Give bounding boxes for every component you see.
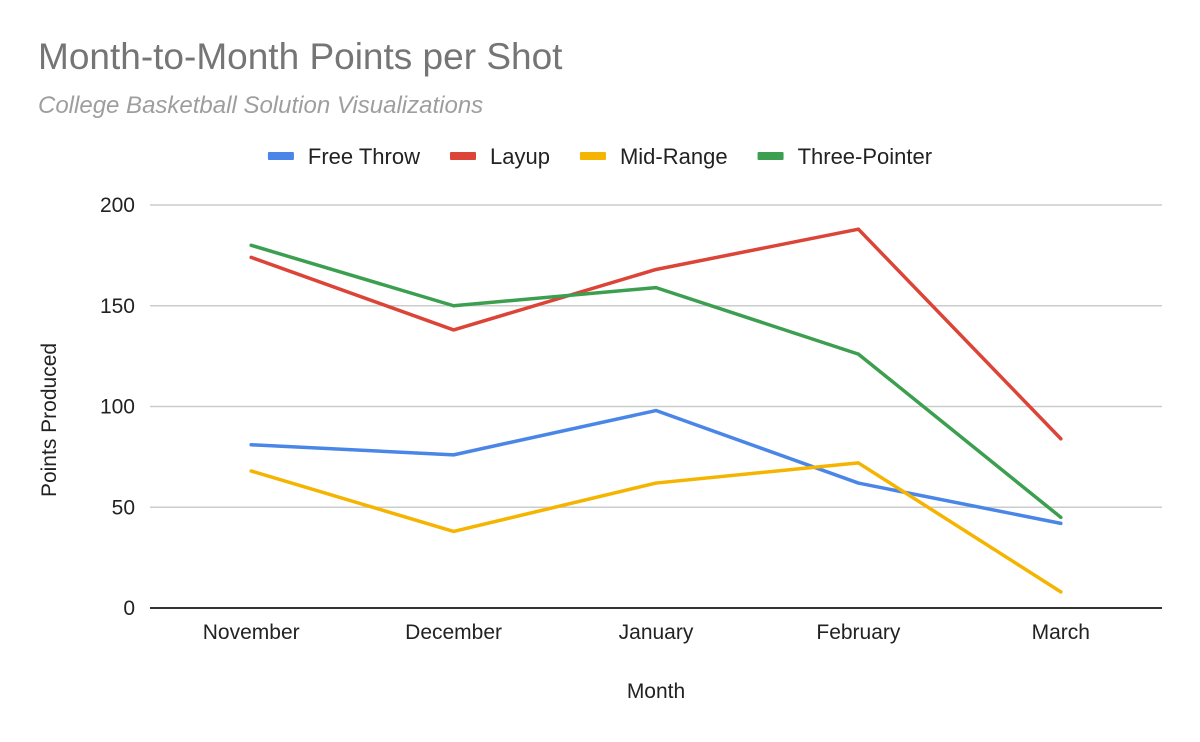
data-point-three-pointer-march: [1059, 515, 1063, 519]
y-axis-ticks: 0 50 100 150 200: [100, 194, 135, 620]
y-tick-label-50: 50: [112, 496, 135, 519]
legend-item-mid-range: Mid-Range: [579, 144, 728, 169]
legend-item-free-throw: Free Throw: [267, 144, 420, 169]
data-point-mid-range-january: [654, 481, 658, 485]
data-point-three-pointer-february: [856, 352, 861, 356]
data-point-mid-range-november: [249, 469, 253, 473]
legend-swatch-three-pointer: [757, 152, 784, 160]
x-axis-title: Month: [627, 680, 685, 703]
legend-label-free-throw: Free Throw: [308, 144, 420, 169]
y-tick-label-0: 0: [123, 597, 135, 620]
legend-item-layup: Layup: [450, 144, 550, 169]
x-tick-label-march: March: [1032, 621, 1090, 644]
data-point-free-throw-november: [249, 443, 253, 447]
x-tick-label-january: January: [619, 621, 694, 644]
data-point-layup-november: [249, 255, 253, 259]
data-point-free-throw-january: [654, 408, 658, 413]
data-point-layup-december: [452, 328, 456, 332]
x-tick-label-december: December: [405, 621, 502, 644]
y-axis-title: Points Produced: [38, 343, 61, 497]
data-point-three-pointer-november: [249, 243, 253, 247]
chart-title: Month-to-Month Points per Shot: [38, 36, 563, 77]
legend-item-three-pointer: Three-Pointer: [757, 144, 933, 169]
x-tick-label-november: November: [203, 621, 300, 644]
y-tick-label-100: 100: [100, 396, 135, 419]
data-point-mid-range-december: [452, 529, 456, 534]
legend-label-three-pointer: Three-Pointer: [798, 144, 933, 169]
data-point-three-pointer-december: [452, 304, 456, 308]
data-point-three-pointer-january: [654, 286, 658, 290]
series-mid-range: [249, 461, 1063, 594]
legend-swatch-layup: [450, 152, 476, 160]
legend-swatch-mid-range: [579, 152, 606, 160]
data-point-layup-january: [654, 267, 658, 272]
series-lines: [249, 227, 1063, 594]
series-free-throw: [249, 408, 1063, 526]
series-three-pointer: [249, 243, 1063, 520]
legend-swatch-free-throw: [267, 152, 294, 160]
legend-label-layup: Layup: [490, 144, 550, 169]
data-point-mid-range-february: [856, 461, 861, 465]
data-point-free-throw-march: [1059, 521, 1063, 525]
chart-subtitle: College Basketball Solution Visualizatio…: [38, 92, 483, 119]
x-tick-label-february: February: [816, 621, 901, 644]
gridlines: [150, 204, 1162, 609]
y-tick-label-200: 200: [100, 194, 135, 217]
series-line-layup: [249, 227, 1063, 441]
data-point-free-throw-february: [856, 481, 861, 485]
legend: Free Throw Layup Mid-Range Three-Pointer: [267, 144, 933, 169]
legend-label-mid-range: Mid-Range: [620, 144, 728, 169]
data-point-layup-march: [1059, 437, 1063, 441]
series-layup: [249, 227, 1063, 441]
data-point-layup-february: [856, 227, 861, 231]
data-point-mid-range-march: [1059, 590, 1063, 594]
x-axis-ticks: November December January February March: [203, 621, 1090, 644]
y-tick-label-150: 150: [100, 295, 135, 318]
data-point-free-throw-december: [452, 453, 456, 457]
